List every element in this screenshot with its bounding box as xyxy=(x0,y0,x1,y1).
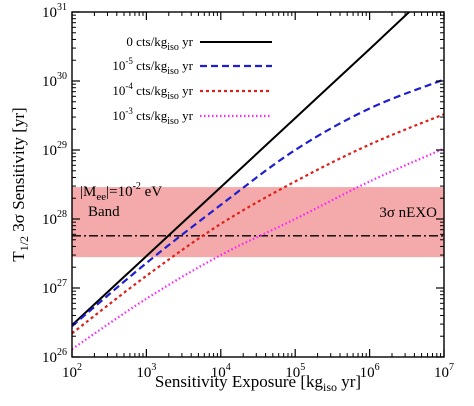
x-tick-label: 106 xyxy=(360,362,380,381)
y-tick-label: 1028 xyxy=(42,209,67,228)
y-tick-label: 1027 xyxy=(42,278,67,297)
legend: 0 cts/kgiso yr 10-5 cts/kgiso yr 10-4 cts/… xyxy=(112,34,272,127)
x-tick-label: 102 xyxy=(62,362,82,381)
x-tick-label: 107 xyxy=(434,362,454,381)
band-label: |Mee|=10-2 eV xyxy=(80,181,162,203)
plot-frame xyxy=(71,11,445,358)
series-layer xyxy=(72,12,444,351)
x-axis-title: Sensitivity Exposure [kgiso yr] xyxy=(155,372,361,394)
y-axis-title: T1/2 3σ Sensitivity [yr] xyxy=(9,107,31,261)
legend-label: 10-4 cts/kgiso yr xyxy=(112,81,193,102)
band-label-line2: Band xyxy=(88,204,120,220)
y-tick-label: 1031 xyxy=(42,2,67,21)
series-line-2 xyxy=(72,113,444,335)
x-tick-label: 103 xyxy=(136,362,156,381)
legend-item-0: 0 cts/kgiso yr xyxy=(126,34,272,53)
y-tick-label: 1030 xyxy=(42,71,67,90)
mass-band xyxy=(72,187,444,258)
x-tick-label: 105 xyxy=(285,362,305,381)
axes-layer: 102 103 104 105 106 107 1026 1027 1028 1029 1030 10… xyxy=(42,2,454,381)
legend-item-2: 10-4 cts/kgiso yr xyxy=(112,81,272,102)
legend-label: 0 cts/kgiso yr xyxy=(126,34,193,53)
series-line-3 xyxy=(72,147,444,351)
legend-label: 10-5 cts/kgiso yr xyxy=(112,56,193,77)
legend-item-1: 10-5 cts/kgiso yr xyxy=(112,56,272,77)
series-line-0 xyxy=(72,12,410,326)
reference-line-label: 3σ nEXO xyxy=(379,205,437,221)
y-tick-label: 1029 xyxy=(42,140,67,159)
legend-label: 10-3 cts/kgiso yr xyxy=(112,106,193,127)
axis-labels: Sensitivity Exposure [kgiso yr] T1/2 3σ S… xyxy=(9,107,361,394)
legend-item-3: 10-3 cts/kgiso yr xyxy=(112,106,272,127)
x-tick-label: 104 xyxy=(211,362,231,381)
y-tick-label: 1026 xyxy=(42,347,67,366)
band-layer xyxy=(72,187,444,258)
series-line-1 xyxy=(72,78,444,327)
